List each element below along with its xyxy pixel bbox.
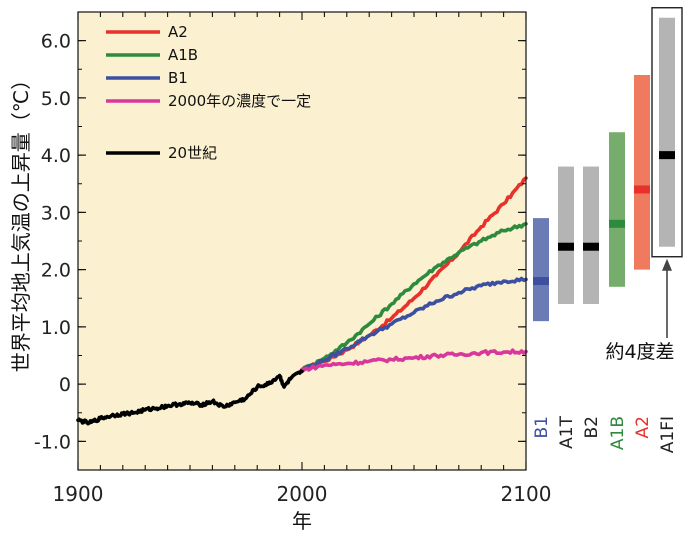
series-layer (76, 176, 528, 426)
scenario-label-b1: B1 (532, 416, 552, 438)
annotation-text: 約4度差 (605, 341, 674, 363)
legend-label: 20世紀 (168, 144, 217, 162)
y-tick-label: 1.0 (41, 317, 71, 339)
y-tick-label: 5.0 (41, 88, 71, 110)
y-tick-label: 0 (59, 374, 71, 396)
range-bar-a2 (634, 74, 650, 270)
series-line-2 (300, 222, 528, 372)
best-estimate-b2 (583, 242, 599, 251)
y-axis-title: 世界平均地上気温の上昇量（℃） (9, 70, 33, 372)
legend: A2 A1B B1 2000年の濃度で一定 20世紀 (106, 23, 311, 162)
best-estimate-b1 (533, 277, 549, 286)
x-axis-title: 年 (292, 509, 312, 533)
plot-background (78, 12, 526, 470)
y-tick-label: 3.0 (41, 202, 71, 224)
best-estimate-a1fi (659, 151, 675, 160)
y-tick-label: -1.0 (34, 431, 71, 453)
scenario-ranges: B1 A1T B2 A1B A2 A1FI 約4度差 (532, 7, 683, 453)
series-line-3 (300, 276, 528, 372)
scenario-label-a1t: A1T (557, 415, 577, 448)
scenario-label-b2: B2 (582, 416, 602, 438)
series-line-4 (300, 348, 528, 372)
best-estimate-a1b (609, 219, 625, 228)
best-estimate-a2 (634, 185, 650, 194)
range-bar-b1 (533, 218, 549, 322)
range-bar-a1b (609, 132, 625, 287)
y-tick-label: 4.0 (41, 145, 71, 167)
scenario-label-a1b: A1B (608, 416, 628, 450)
a1fi-highlight-box (651, 7, 683, 258)
legend-label: A2 (168, 23, 188, 41)
y-tick-label: 6.0 (41, 31, 71, 53)
legend-label: B1 (168, 69, 188, 87)
x-tick-label: 2000 (277, 482, 328, 506)
range-bar-a1t (558, 166, 574, 304)
annotation-arrow-head (662, 258, 672, 271)
legend-label: 2000年の濃度で一定 (168, 92, 311, 110)
legend-label: A1B (168, 46, 198, 64)
range-bar-a1fi (659, 17, 675, 247)
x-tick-label: 2100 (501, 482, 552, 506)
x-tick-label: 1900 (53, 482, 104, 506)
range-bar-b2 (583, 166, 599, 304)
series-line-5 (76, 369, 304, 426)
scenario-label-a1fi: A1FI (658, 416, 678, 453)
ticks-layer: -1.0 0 1.0 2.0 3.0 4.0 5.0 6.0 1900 2000 2100 (34, 11, 552, 506)
best-estimate-a1t (558, 242, 574, 251)
scenario-label-a2: A2 (633, 416, 653, 438)
y-tick-label: 2.0 (41, 260, 71, 282)
